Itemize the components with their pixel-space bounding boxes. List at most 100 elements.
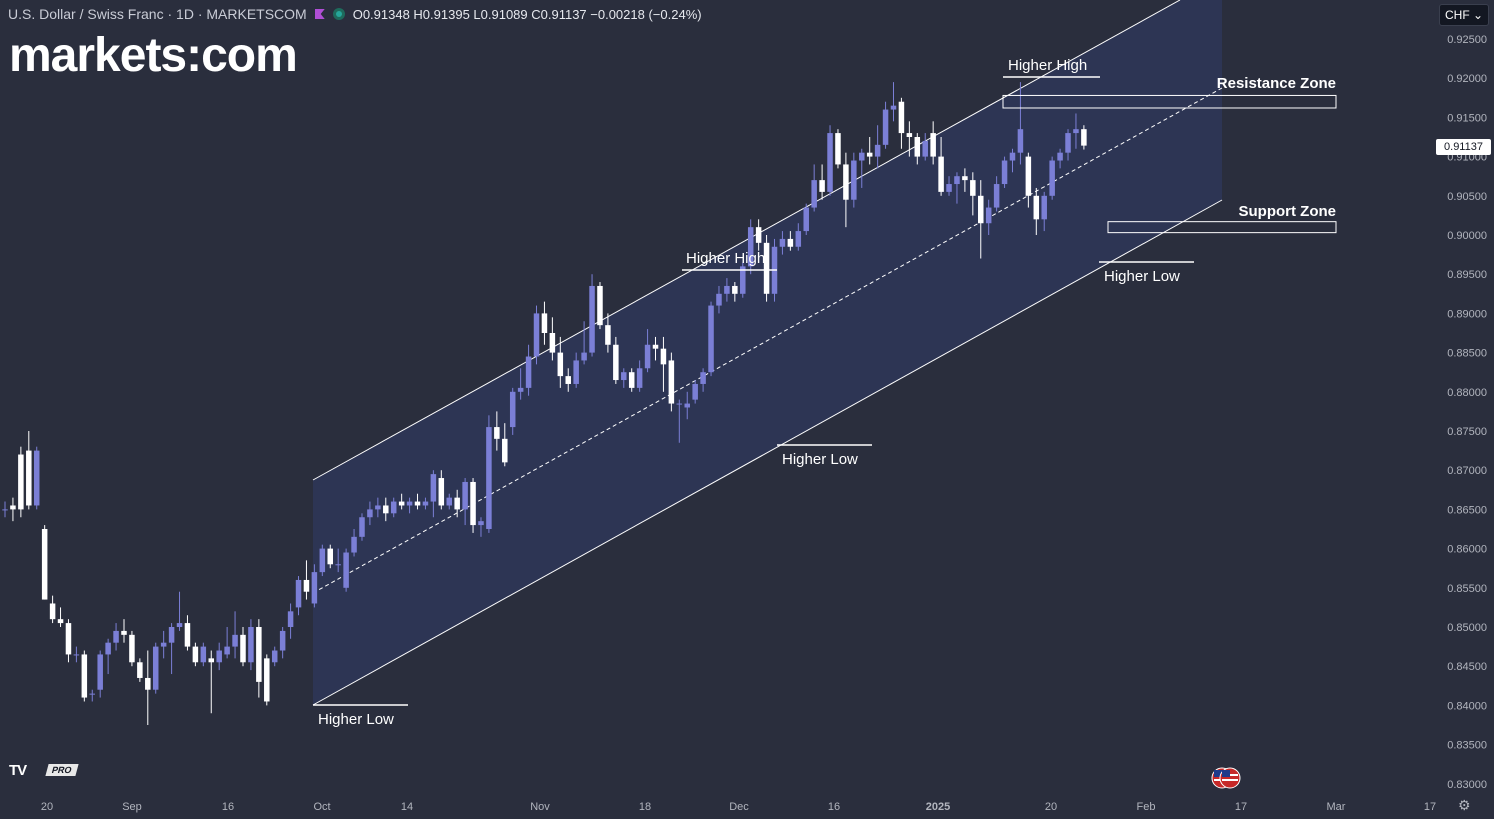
candle[interactable] bbox=[866, 137, 873, 165]
candle[interactable] bbox=[779, 231, 786, 255]
tradingview-logo[interactable]: TV PRO bbox=[9, 762, 81, 779]
candle[interactable] bbox=[454, 489, 460, 518]
candle[interactable] bbox=[859, 148, 865, 188]
candle[interactable] bbox=[152, 642, 159, 694]
candle[interactable] bbox=[573, 352, 579, 388]
flag-icon[interactable] bbox=[314, 9, 325, 19]
candle[interactable] bbox=[121, 619, 127, 643]
candle[interactable] bbox=[898, 97, 905, 149]
candle[interactable] bbox=[589, 274, 595, 357]
candle[interactable] bbox=[851, 152, 857, 208]
currency-select[interactable]: CHF ⌄ bbox=[1439, 4, 1489, 26]
candle[interactable] bbox=[359, 513, 365, 541]
candle[interactable] bbox=[430, 470, 437, 518]
candle[interactable] bbox=[882, 101, 889, 149]
candle[interactable] bbox=[827, 125, 833, 196]
candle[interactable] bbox=[224, 627, 230, 659]
candle[interactable] bbox=[10, 497, 16, 522]
candle[interactable] bbox=[351, 529, 357, 557]
candle[interactable] bbox=[962, 168, 968, 192]
candle[interactable] bbox=[168, 623, 175, 675]
candle[interactable] bbox=[890, 82, 897, 122]
candle[interactable] bbox=[1057, 148, 1063, 169]
candle[interactable] bbox=[906, 121, 913, 157]
candle[interactable] bbox=[422, 497, 429, 510]
candle[interactable] bbox=[414, 493, 421, 510]
candle[interactable] bbox=[89, 689, 96, 702]
candle[interactable] bbox=[383, 497, 389, 522]
candle[interactable] bbox=[549, 317, 556, 361]
candle[interactable] bbox=[176, 591, 183, 631]
candle[interactable] bbox=[541, 301, 548, 345]
candle[interactable] bbox=[621, 368, 627, 388]
candle[interactable] bbox=[692, 380, 698, 404]
candle[interactable] bbox=[105, 638, 111, 675]
candle[interactable] bbox=[279, 627, 286, 659]
candle[interactable] bbox=[81, 650, 88, 702]
candle[interactable] bbox=[160, 630, 167, 659]
candle[interactable] bbox=[18, 446, 24, 518]
candle[interactable] bbox=[26, 431, 32, 510]
candle[interactable] bbox=[502, 423, 508, 467]
candle[interactable] bbox=[525, 344, 532, 396]
candle[interactable] bbox=[1001, 156, 1008, 188]
candle[interactable] bbox=[946, 176, 952, 196]
candle[interactable] bbox=[73, 646, 80, 663]
candle[interactable] bbox=[684, 391, 690, 420]
candle[interactable] bbox=[843, 152, 849, 228]
candle[interactable] bbox=[264, 654, 270, 706]
gear-icon[interactable]: ⚙ bbox=[1458, 797, 1471, 813]
candle[interactable] bbox=[597, 282, 603, 330]
candle[interactable] bbox=[271, 646, 278, 667]
candle[interactable] bbox=[446, 493, 452, 510]
candle[interactable] bbox=[938, 137, 944, 196]
us-flag-icon[interactable] bbox=[1211, 767, 1241, 789]
candle[interactable] bbox=[922, 133, 928, 161]
candle[interactable] bbox=[406, 497, 413, 514]
candle[interactable] bbox=[438, 470, 445, 510]
candle[interactable] bbox=[311, 564, 318, 608]
candle[interactable] bbox=[129, 630, 135, 667]
candle[interactable] bbox=[605, 313, 611, 353]
candle[interactable] bbox=[97, 650, 103, 698]
candle[interactable] bbox=[993, 176, 1000, 212]
candle[interactable] bbox=[755, 219, 762, 251]
candle[interactable] bbox=[1025, 152, 1032, 208]
candle[interactable] bbox=[613, 336, 619, 384]
candle[interactable] bbox=[652, 336, 659, 361]
candle[interactable] bbox=[256, 619, 262, 698]
candle[interactable] bbox=[390, 497, 397, 518]
candle[interactable] bbox=[811, 164, 817, 212]
candle[interactable] bbox=[700, 368, 706, 392]
candle[interactable] bbox=[375, 497, 381, 518]
candle[interactable] bbox=[398, 493, 405, 510]
candle[interactable] bbox=[295, 576, 302, 616]
candle[interactable] bbox=[954, 172, 960, 204]
channel-lower-line[interactable] bbox=[312, 199, 1223, 706]
candle[interactable] bbox=[65, 619, 72, 663]
candle[interactable] bbox=[716, 285, 722, 314]
candle[interactable] bbox=[486, 415, 492, 533]
candle[interactable] bbox=[724, 278, 730, 302]
candle[interactable] bbox=[184, 615, 191, 651]
candle[interactable] bbox=[930, 121, 936, 165]
candle[interactable] bbox=[874, 125, 881, 169]
candle[interactable] bbox=[216, 642, 222, 671]
candle[interactable] bbox=[628, 368, 635, 392]
candle[interactable] bbox=[517, 368, 524, 400]
candle[interactable] bbox=[240, 627, 246, 667]
candle[interactable] bbox=[668, 352, 675, 412]
candle[interactable] bbox=[732, 282, 738, 302]
candle[interactable] bbox=[192, 642, 199, 667]
candle[interactable] bbox=[636, 360, 643, 392]
candle[interactable] bbox=[1081, 125, 1087, 150]
candle[interactable] bbox=[200, 642, 207, 667]
candle[interactable] bbox=[557, 336, 564, 388]
candle[interactable] bbox=[303, 560, 310, 600]
candle[interactable] bbox=[248, 619, 254, 671]
symbol-title[interactable]: U.S. Dollar / Swiss Franc · 1D · MARKETS… bbox=[8, 6, 307, 22]
candle[interactable] bbox=[740, 262, 746, 298]
candle[interactable] bbox=[676, 399, 683, 443]
candle[interactable] bbox=[747, 219, 754, 275]
